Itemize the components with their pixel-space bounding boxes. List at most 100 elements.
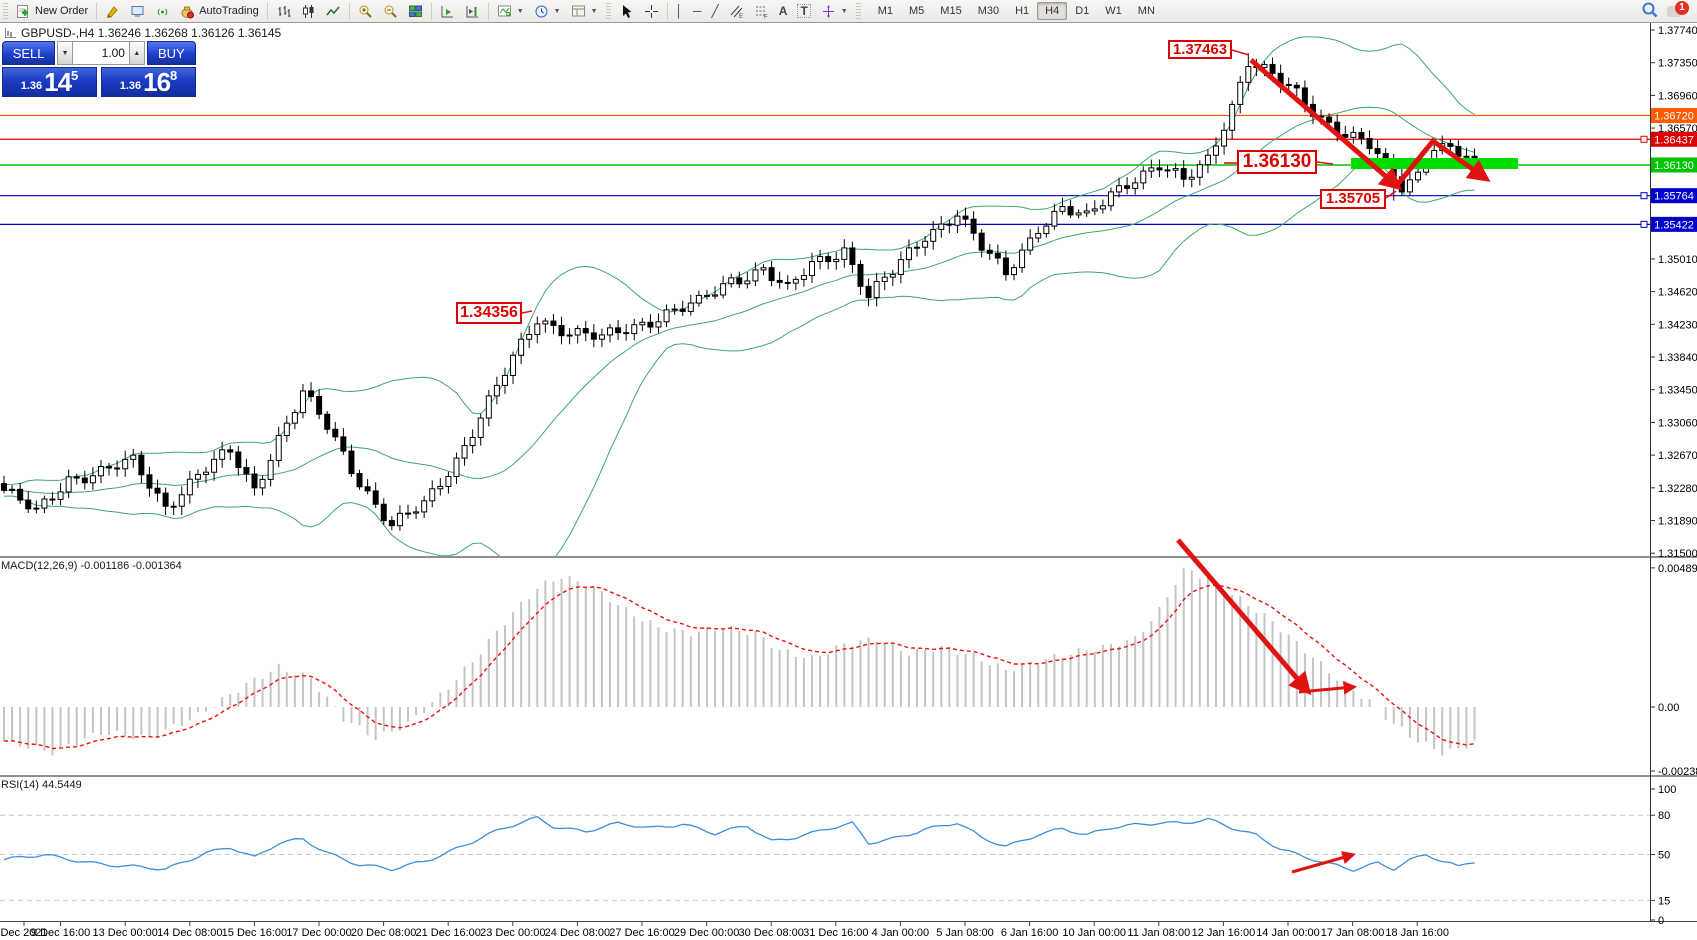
svg-text:15: 15 (1658, 895, 1670, 907)
auto-scroll-button[interactable] (435, 2, 460, 21)
new-order-button[interactable]: New Order (11, 2, 93, 21)
buy-button[interactable]: BUY (146, 41, 196, 65)
timeframe-button-m1[interactable]: M1 (870, 2, 901, 20)
svg-text:14 Jan 00:00: 14 Jan 00:00 (1256, 927, 1320, 939)
horizontal-line-tool-button[interactable]: ─ (688, 2, 707, 21)
signal-button[interactable] (150, 2, 175, 21)
cursor-tool-button[interactable] (614, 2, 639, 21)
horizontal-line-icon: ─ (693, 4, 702, 18)
candlestick-chart-icon (301, 4, 316, 19)
tile-windows-button[interactable] (403, 2, 428, 21)
trend-arrow-annotation[interactable] (1298, 681, 1358, 695)
sell-button[interactable]: SELL (2, 41, 56, 65)
toolbar-grip[interactable] (3, 3, 8, 19)
timeframe-button-m15[interactable]: M15 (932, 2, 969, 20)
crosshair-icon (644, 4, 659, 19)
chart-shift-button[interactable] (460, 2, 485, 21)
dropdown-arrow-icon: ▼ (590, 7, 598, 15)
buy-price-pip: 8 (170, 68, 178, 83)
timeframe-button-h1[interactable]: H1 (1007, 2, 1037, 20)
timeframe-button-w1[interactable]: W1 (1097, 2, 1130, 20)
green-zone-annotation[interactable] (1351, 158, 1518, 169)
svg-text:1.36437: 1.36437 (1654, 134, 1694, 146)
notifications-button[interactable]: 1 (1667, 1, 1689, 19)
svg-text:24 Dec 08:00: 24 Dec 08:00 (545, 927, 610, 939)
timeframe-toolbar: M1 M5 M15 M30 H1 H4 D1 W1 MN (870, 2, 1163, 20)
svg-text:20 Dec 08:00: 20 Dec 08:00 (351, 927, 416, 939)
svg-text:80: 80 (1658, 810, 1670, 822)
price-axis[interactable]: 1.377401.373501.369601.365701.361801.357… (1640, 25, 1697, 927)
styler-button[interactable] (100, 2, 125, 21)
svg-text:1.32670: 1.32670 (1658, 450, 1697, 462)
sell-price-button[interactable]: 1.36 14 5 (2, 67, 97, 97)
price-tag-annotation[interactable]: 1.36130 (1237, 150, 1317, 174)
dropdown-arrow-icon: ▼ (840, 7, 848, 15)
channel-tool-button[interactable]: E (724, 2, 749, 21)
indicators-button[interactable]: ▼ (492, 2, 529, 21)
zoom-out-icon (383, 4, 398, 19)
timeframe-button-mn[interactable]: MN (1130, 2, 1163, 20)
buy-price-button[interactable]: 1.36 16 8 (101, 67, 196, 97)
main-chart-panel (0, 36, 1650, 556)
search-icon[interactable] (1641, 1, 1659, 22)
volume-up-button[interactable]: ▲ (128, 41, 145, 65)
label-tool-button[interactable]: T (792, 2, 815, 21)
trend-arrow-annotation[interactable] (1176, 538, 1312, 696)
terminal-button[interactable] (125, 2, 150, 21)
price-tag-annotation[interactable]: 1.37463 (1168, 40, 1232, 59)
vertical-line-tool-button[interactable]: │ (671, 2, 689, 21)
price-tag-annotation[interactable]: 1.34356 (456, 302, 522, 324)
dropdown-arrow-icon: ▼ (516, 7, 524, 15)
svg-text:6 Jan 16:00: 6 Jan 16:00 (1001, 927, 1059, 939)
trend-arrow-annotation[interactable] (1396, 137, 1491, 186)
arrows-tool-button[interactable]: ▼ (816, 2, 853, 21)
svg-text:1.36960: 1.36960 (1658, 90, 1697, 102)
rsi-panel (0, 814, 1650, 901)
timeframe-button-m5[interactable]: M5 (901, 2, 932, 20)
timeframe-button-m30[interactable]: M30 (970, 2, 1007, 20)
timeframe-button-d1[interactable]: D1 (1067, 2, 1097, 20)
zoom-in-button[interactable] (353, 2, 378, 21)
template-icon (571, 4, 586, 19)
rsi-line (3, 815, 1475, 872)
trend-arrow-annotation[interactable] (1249, 58, 1403, 191)
svg-text:1.36130: 1.36130 (1654, 160, 1694, 172)
autotrading-icon (180, 4, 195, 19)
timeframe-button-h4[interactable]: H4 (1037, 2, 1068, 20)
zoom-out-button[interactable] (378, 2, 403, 21)
text-tool-button[interactable]: A (774, 2, 793, 21)
line-chart-button[interactable] (321, 2, 346, 21)
svg-text:50: 50 (1658, 850, 1670, 862)
price-tag-annotation[interactable]: 1.35705 (1320, 189, 1386, 209)
crosshair-tool-button[interactable] (639, 2, 664, 21)
volume-down-button[interactable]: ▼ (57, 41, 73, 65)
volume-input[interactable] (72, 41, 129, 65)
toolbar: New Order AutoTrading ▼ ▼ ▼ │ ─ ╱ E F (0, 0, 1697, 23)
svg-text:27 Dec 16:00: 27 Dec 16:00 (609, 927, 674, 939)
macd-signal-line (3, 584, 1475, 750)
candlestick-chart-button[interactable] (296, 2, 321, 21)
bar-chart-button[interactable] (271, 2, 296, 21)
trend-arrow-annotation[interactable] (1291, 851, 1356, 874)
fibonacci-tool-button[interactable]: F (749, 2, 774, 21)
trendline-tool-button[interactable]: ╱ (707, 2, 724, 21)
svg-text:15 Dec 16:00: 15 Dec 16:00 (222, 927, 287, 939)
svg-text:1.37350: 1.37350 (1658, 58, 1697, 70)
auto-scroll-icon (440, 4, 455, 19)
autotrading-button[interactable]: AutoTrading (175, 2, 264, 21)
periods-button[interactable]: ▼ (529, 2, 566, 21)
sell-price-pip: 5 (71, 68, 79, 83)
label-icon: T (797, 4, 811, 18)
brush-icon (105, 4, 120, 19)
svg-text:30 Dec 08:00: 30 Dec 08:00 (738, 927, 803, 939)
svg-text:1.37740: 1.37740 (1658, 25, 1697, 37)
svg-text:0.004899: 0.004899 (1658, 563, 1697, 575)
sell-price-prefix: 1.36 (20, 80, 43, 92)
svg-text:10 Jan 00:00: 10 Jan 00:00 (1062, 927, 1126, 939)
dropdown-arrow-icon: ▼ (553, 7, 561, 15)
line-chart-icon (326, 4, 341, 19)
autotrading-label: AutoTrading (199, 5, 259, 17)
templates-button[interactable]: ▼ (566, 2, 603, 21)
